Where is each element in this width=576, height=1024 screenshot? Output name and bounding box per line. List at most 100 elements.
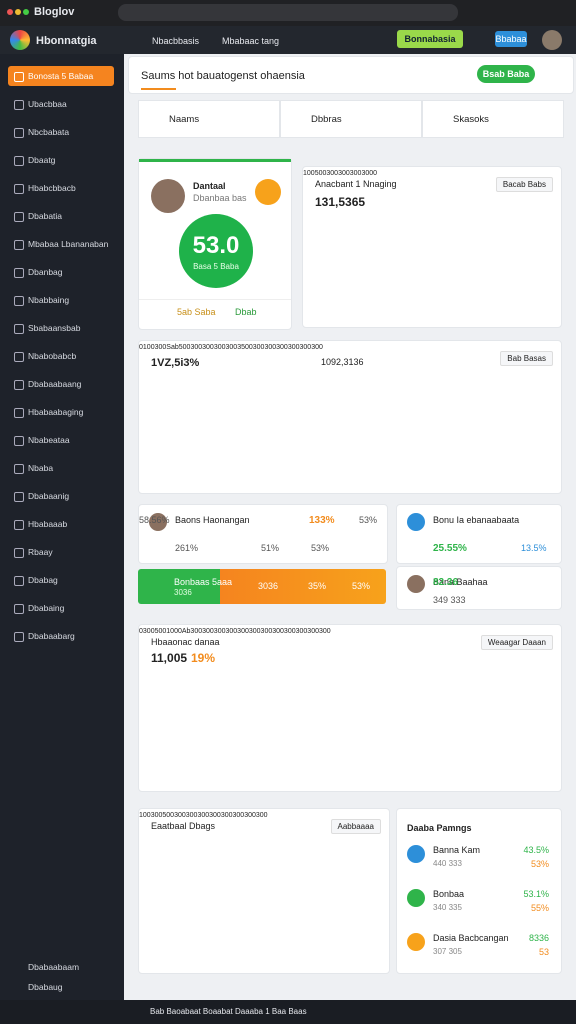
- sidebar-item[interactable]: Dbabaanig: [8, 486, 114, 506]
- x-tick-label: 300: [311, 344, 323, 351]
- chart-button[interactable]: Bab Basas: [500, 351, 553, 366]
- tab[interactable]: Skasoks: [422, 100, 564, 138]
- chart-button[interactable]: Weaagar Daaan: [480, 635, 553, 650]
- sidebar-item[interactable]: Dbabatia: [8, 206, 114, 226]
- item-name[interactable]: Dasia Bacbcangan: [433, 933, 509, 943]
- chart: 1005003003003003000: [303, 167, 377, 177]
- sidebar-footer[interactable]: Dbabaabaam: [28, 962, 80, 972]
- status-text: Bab Baoabaat Boaabat Daaaba 1 Baa Baas: [150, 1007, 307, 1016]
- status-bar: Bab Baoabaat Boaabat Daaaba 1 Baa Baas: [0, 1000, 576, 1024]
- sidebar-item[interactable]: Dbabaabarg: [8, 626, 114, 646]
- sidebar-label: Nbcbabata: [28, 127, 70, 137]
- sidebar-item[interactable]: Nbabobabcb: [8, 346, 114, 366]
- tab-label: Naams: [169, 114, 200, 125]
- stat-value: 82.36: [433, 577, 459, 588]
- dot: [15, 9, 21, 15]
- sidebar-label: Rbaay: [28, 547, 53, 557]
- x-tick-label: 300: [190, 628, 203, 635]
- dot: [23, 9, 29, 15]
- list-title: Daaba Pamngs: [407, 823, 472, 833]
- avatar[interactable]: [542, 30, 562, 50]
- x-tick-label: 300: [174, 812, 186, 819]
- address-bar[interactable]: [118, 4, 458, 21]
- sidebar-item[interactable]: Dbanbag: [8, 262, 114, 282]
- tab-title[interactable]: Bloglov: [34, 6, 75, 18]
- chart-button[interactable]: Bacab Babs: [495, 177, 553, 192]
- sidebar-item[interactable]: Dbaatg: [8, 150, 114, 170]
- nav-link[interactable]: Mbabaac tang: [222, 36, 280, 46]
- sidebar-item[interactable]: Hbabaaab: [8, 514, 114, 534]
- item-sub: 440 333: [433, 859, 462, 868]
- x-tick-label: 300: [213, 344, 226, 351]
- sidebar-item[interactable]: Hbabaabaging: [8, 402, 114, 422]
- stat-value: 51%: [261, 543, 280, 553]
- sidebar-label: Hbabaaab: [28, 519, 68, 529]
- sidebar-item[interactable]: Hbabcbbacb: [8, 178, 114, 198]
- sidebar-label: Mbabaa Lbananaban: [28, 239, 109, 249]
- sidebar-label: Dbabaanig: [28, 491, 70, 501]
- nav-link[interactable]: Nbacbbasis: [152, 36, 200, 46]
- page-button[interactable]: Bsab Baba: [477, 65, 535, 83]
- sidebar-item[interactable]: Dbabaing: [8, 598, 114, 618]
- x-tick-label: 300: [213, 628, 226, 635]
- sidebar-item[interactable]: Dbabag: [8, 570, 114, 590]
- x-tick-label: 300: [276, 344, 288, 351]
- x-tick-label: 300: [197, 812, 210, 819]
- x-tick-label: 500: [314, 170, 327, 177]
- tab[interactable]: Dbbras: [280, 100, 422, 138]
- chart: 100300500300300300300300300300300: [139, 809, 268, 819]
- item-name[interactable]: Bonbaa: [433, 889, 465, 899]
- sidebar-footer[interactable]: Dbabaug: [28, 982, 63, 992]
- page-header: Saums hot bauatogenst ohaensia Bsab Baba: [128, 56, 574, 94]
- sidebar-item[interactable]: Rbaay: [8, 542, 114, 562]
- icon: [14, 548, 24, 558]
- accent: [139, 159, 291, 162]
- header-button[interactable]: Bonnabasia: [397, 30, 463, 48]
- icon: [14, 632, 24, 642]
- y-tick-label: 0: [139, 344, 143, 351]
- sidebar-label: Dbabaabaang: [28, 379, 82, 389]
- icon: [14, 436, 24, 446]
- sidebar-item[interactable]: Nbabbaing: [8, 290, 114, 310]
- underline: [141, 88, 176, 90]
- sidebar-item[interactable]: Nbcbabata: [8, 122, 114, 142]
- sidebar-item[interactable]: Ubacbbaa: [8, 94, 114, 114]
- profile-link[interactable]: 5ab Saba: [177, 307, 216, 317]
- icon: [14, 100, 24, 110]
- sidebar-item[interactable]: Bonosta 5 Babaa: [8, 66, 114, 86]
- x-tick-label: 300: [272, 628, 284, 635]
- item-b: 53%: [530, 859, 549, 869]
- icon: [14, 576, 24, 586]
- x-tick-label: 3000: [361, 170, 378, 177]
- tab-label: Dbbras: [311, 114, 342, 125]
- profile-link[interactable]: Dbab: [235, 307, 257, 317]
- item-a: 53.1%: [523, 889, 549, 899]
- chart-button[interactable]: Aabbaaaa: [330, 819, 381, 834]
- x-tick-label: 300: [326, 170, 339, 177]
- badge[interactable]: Bbabaa: [495, 31, 527, 47]
- list-card: Daaba Pamngs Banna Kam 440 333 43.5% 53% Bon…: [396, 808, 562, 974]
- x-tick-label: 300: [299, 344, 312, 351]
- sidebar-label: Sbabaansbab: [28, 323, 81, 333]
- badge: [255, 179, 281, 205]
- banner-label: Bonbaas 5aaa: [174, 577, 233, 587]
- score: 53.0: [192, 232, 240, 259]
- sidebar-item[interactable]: Sbabaansbab: [8, 318, 114, 338]
- x-tick-label: 300: [252, 344, 265, 351]
- x-tick-label: 300: [244, 812, 256, 819]
- chart-card: Hbaaonac danaa 11,005 19% Weaagar Daaan 0300…: [138, 624, 562, 792]
- y-tick-label: 300: [142, 628, 155, 635]
- sidebar-label: Bonosta 5 Babaa: [28, 71, 94, 81]
- y-tick-label: 100: [303, 170, 315, 177]
- tab[interactable]: Naams: [138, 100, 280, 138]
- stat-value: 261%: [175, 543, 199, 553]
- stat-value: 53%: [311, 543, 330, 553]
- sidebar-item[interactable]: Mbabaa Lbananaban: [8, 234, 114, 254]
- sidebar-label: Ubacbbaa: [28, 99, 67, 109]
- item-name[interactable]: Banna Kam: [433, 845, 481, 855]
- stat-name: Bana Baahaa: [433, 577, 488, 587]
- x-tick-label: 300: [248, 628, 261, 635]
- sidebar-item[interactable]: Dbabaabaang: [8, 374, 114, 394]
- sidebar-item[interactable]: Nbaba: [8, 458, 114, 478]
- sidebar-item[interactable]: Nbabeataa: [8, 430, 114, 450]
